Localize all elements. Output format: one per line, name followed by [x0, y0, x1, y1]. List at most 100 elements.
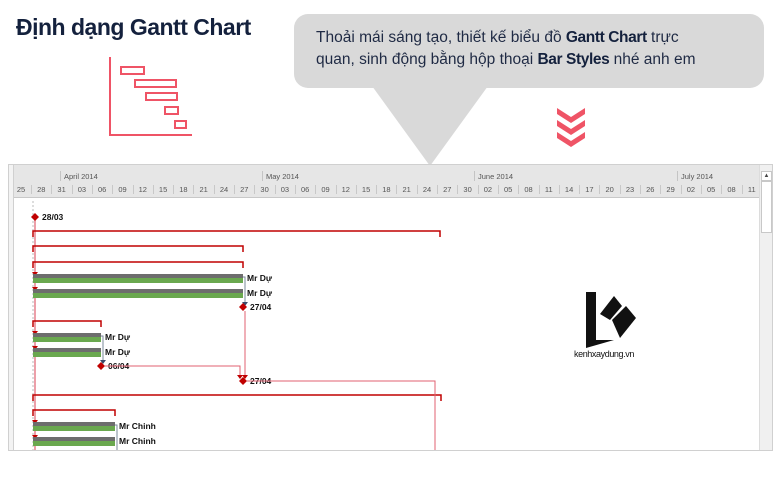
callout-bold-gantt: Gantt Chart — [565, 29, 647, 46]
day-divider — [416, 185, 418, 194]
gantt-chart-view[interactable]: April 2014 May 2014 June 2014 July 2014 … — [8, 164, 773, 451]
day-tick-label: 18 — [382, 185, 391, 194]
day-divider — [558, 185, 560, 194]
day-divider — [294, 185, 296, 194]
day-divider — [234, 185, 235, 194]
day-divider — [700, 185, 702, 194]
page-title: Định dạng Gantt Chart — [16, 14, 251, 40]
day-tick-label: 15 — [158, 185, 168, 194]
day-divider — [31, 185, 32, 194]
day-tick-label: 06 — [301, 185, 310, 194]
splitter[interactable] — [9, 165, 14, 450]
milestone-28-03: 28/03 — [31, 212, 64, 222]
day-tick-label: 20 — [605, 185, 614, 194]
day-divider — [741, 185, 743, 194]
day-tick-label: 03 — [77, 185, 87, 194]
month-divider — [677, 171, 678, 181]
day-tick-label: 11 — [747, 185, 756, 194]
day-tick-label: 08 — [727, 185, 736, 194]
day-tick-label: 30 — [260, 185, 269, 194]
day-divider — [437, 185, 438, 194]
timescale-header: April 2014 May 2014 June 2014 July 2014 … — [9, 165, 763, 198]
day-tick-label: 28 — [37, 185, 46, 194]
month-label: July 2014 — [681, 172, 714, 181]
day-tick-label: 03 — [280, 185, 290, 194]
day-divider — [619, 185, 621, 194]
day-tick-label: 31 — [57, 185, 66, 194]
resource-label: Mr Dự — [105, 347, 131, 357]
milestone-27-04: 27/04 — [239, 302, 272, 312]
month-divider — [60, 171, 61, 181]
logo-text: kenhxaydung.vn — [574, 349, 634, 359]
callout-text-part: quan, sinh động bằng hộp thoại — [316, 51, 538, 68]
day-divider — [193, 185, 195, 194]
task-bar: Mr Chinh — [32, 435, 156, 446]
scroll-thumb[interactable] — [761, 181, 772, 233]
day-divider — [579, 185, 581, 194]
callout-tail — [372, 86, 488, 166]
day-divider — [396, 185, 398, 194]
day-divider — [274, 185, 276, 194]
day-divider — [213, 185, 215, 194]
day-tick-label: 24 — [422, 185, 432, 194]
day-divider — [518, 185, 520, 194]
day-tick-label: 29 — [666, 185, 675, 194]
day-tick-label: 17 — [585, 185, 594, 194]
day-tick-label: 05 — [707, 185, 716, 194]
day-tick-label: 12 — [341, 185, 350, 194]
task-bar: Mr Dự — [32, 346, 131, 357]
day-tick-label: 18 — [179, 185, 188, 194]
day-divider — [152, 185, 154, 194]
day-divider — [71, 185, 73, 194]
gantt-chart-icon — [109, 57, 192, 136]
day-divider — [51, 185, 53, 194]
month-label: April 2014 — [64, 172, 98, 181]
day-tick-label: 06 — [98, 185, 107, 194]
day-divider — [315, 185, 317, 194]
day-divider — [640, 185, 641, 194]
day-divider — [457, 185, 459, 194]
resource-label: Mr Dự — [247, 288, 273, 298]
day-divider — [254, 185, 256, 194]
day-divider — [660, 185, 662, 194]
day-divider — [173, 185, 175, 194]
vertical-scrollbar[interactable]: ▲ — [759, 165, 772, 450]
callout-text-part: trực — [646, 29, 679, 46]
resource-label: Mr Dự — [105, 332, 131, 342]
day-divider — [132, 185, 134, 194]
callout-bold-barstyles: Bar Styles — [537, 51, 610, 68]
triple-chevron-down-icon — [557, 108, 585, 147]
month-divider — [262, 171, 263, 181]
day-tick-label: 27 — [240, 185, 249, 194]
day-tick-label: 14 — [564, 185, 574, 194]
day-divider — [335, 185, 337, 194]
day-tick-label: 12 — [138, 185, 147, 194]
month-divider — [474, 171, 475, 181]
day-tick-label: 11 — [544, 185, 553, 194]
milestone-label: 28/03 — [42, 212, 64, 222]
callout-text-part: nhé anh em — [609, 51, 696, 68]
day-tick-label: 09 — [118, 185, 127, 194]
day-divider — [680, 185, 682, 194]
day-tick-label: 08 — [524, 185, 533, 194]
day-divider — [497, 185, 499, 194]
day-divider — [376, 185, 378, 194]
day-tick-label: 15 — [361, 185, 371, 194]
task-bar: Mr Dự — [32, 272, 273, 283]
day-divider — [538, 185, 540, 194]
callout-bubble — [294, 14, 764, 88]
callout-text-part: Thoải mái sáng tạo, thiết kế biểu đồ — [316, 29, 566, 46]
day-tick-label: 25 — [16, 185, 26, 194]
day-tick-label: 30 — [463, 185, 472, 194]
gantt-bars-area: 28/03 Mr Dự Mr Dự 27/04 — [31, 201, 442, 450]
day-divider — [355, 185, 357, 194]
month-label: June 2014 — [478, 172, 514, 181]
scroll-up-button[interactable]: ▲ — [761, 171, 772, 181]
day-tick-label: 05 — [504, 185, 513, 194]
resource-label: Mr Chinh — [119, 421, 156, 431]
day-divider — [477, 185, 479, 194]
day-divider — [721, 185, 723, 194]
kenhxaydung-logo-icon — [586, 292, 636, 348]
day-tick-label: 26 — [646, 185, 655, 194]
day-tick-label: 21 — [199, 185, 208, 194]
